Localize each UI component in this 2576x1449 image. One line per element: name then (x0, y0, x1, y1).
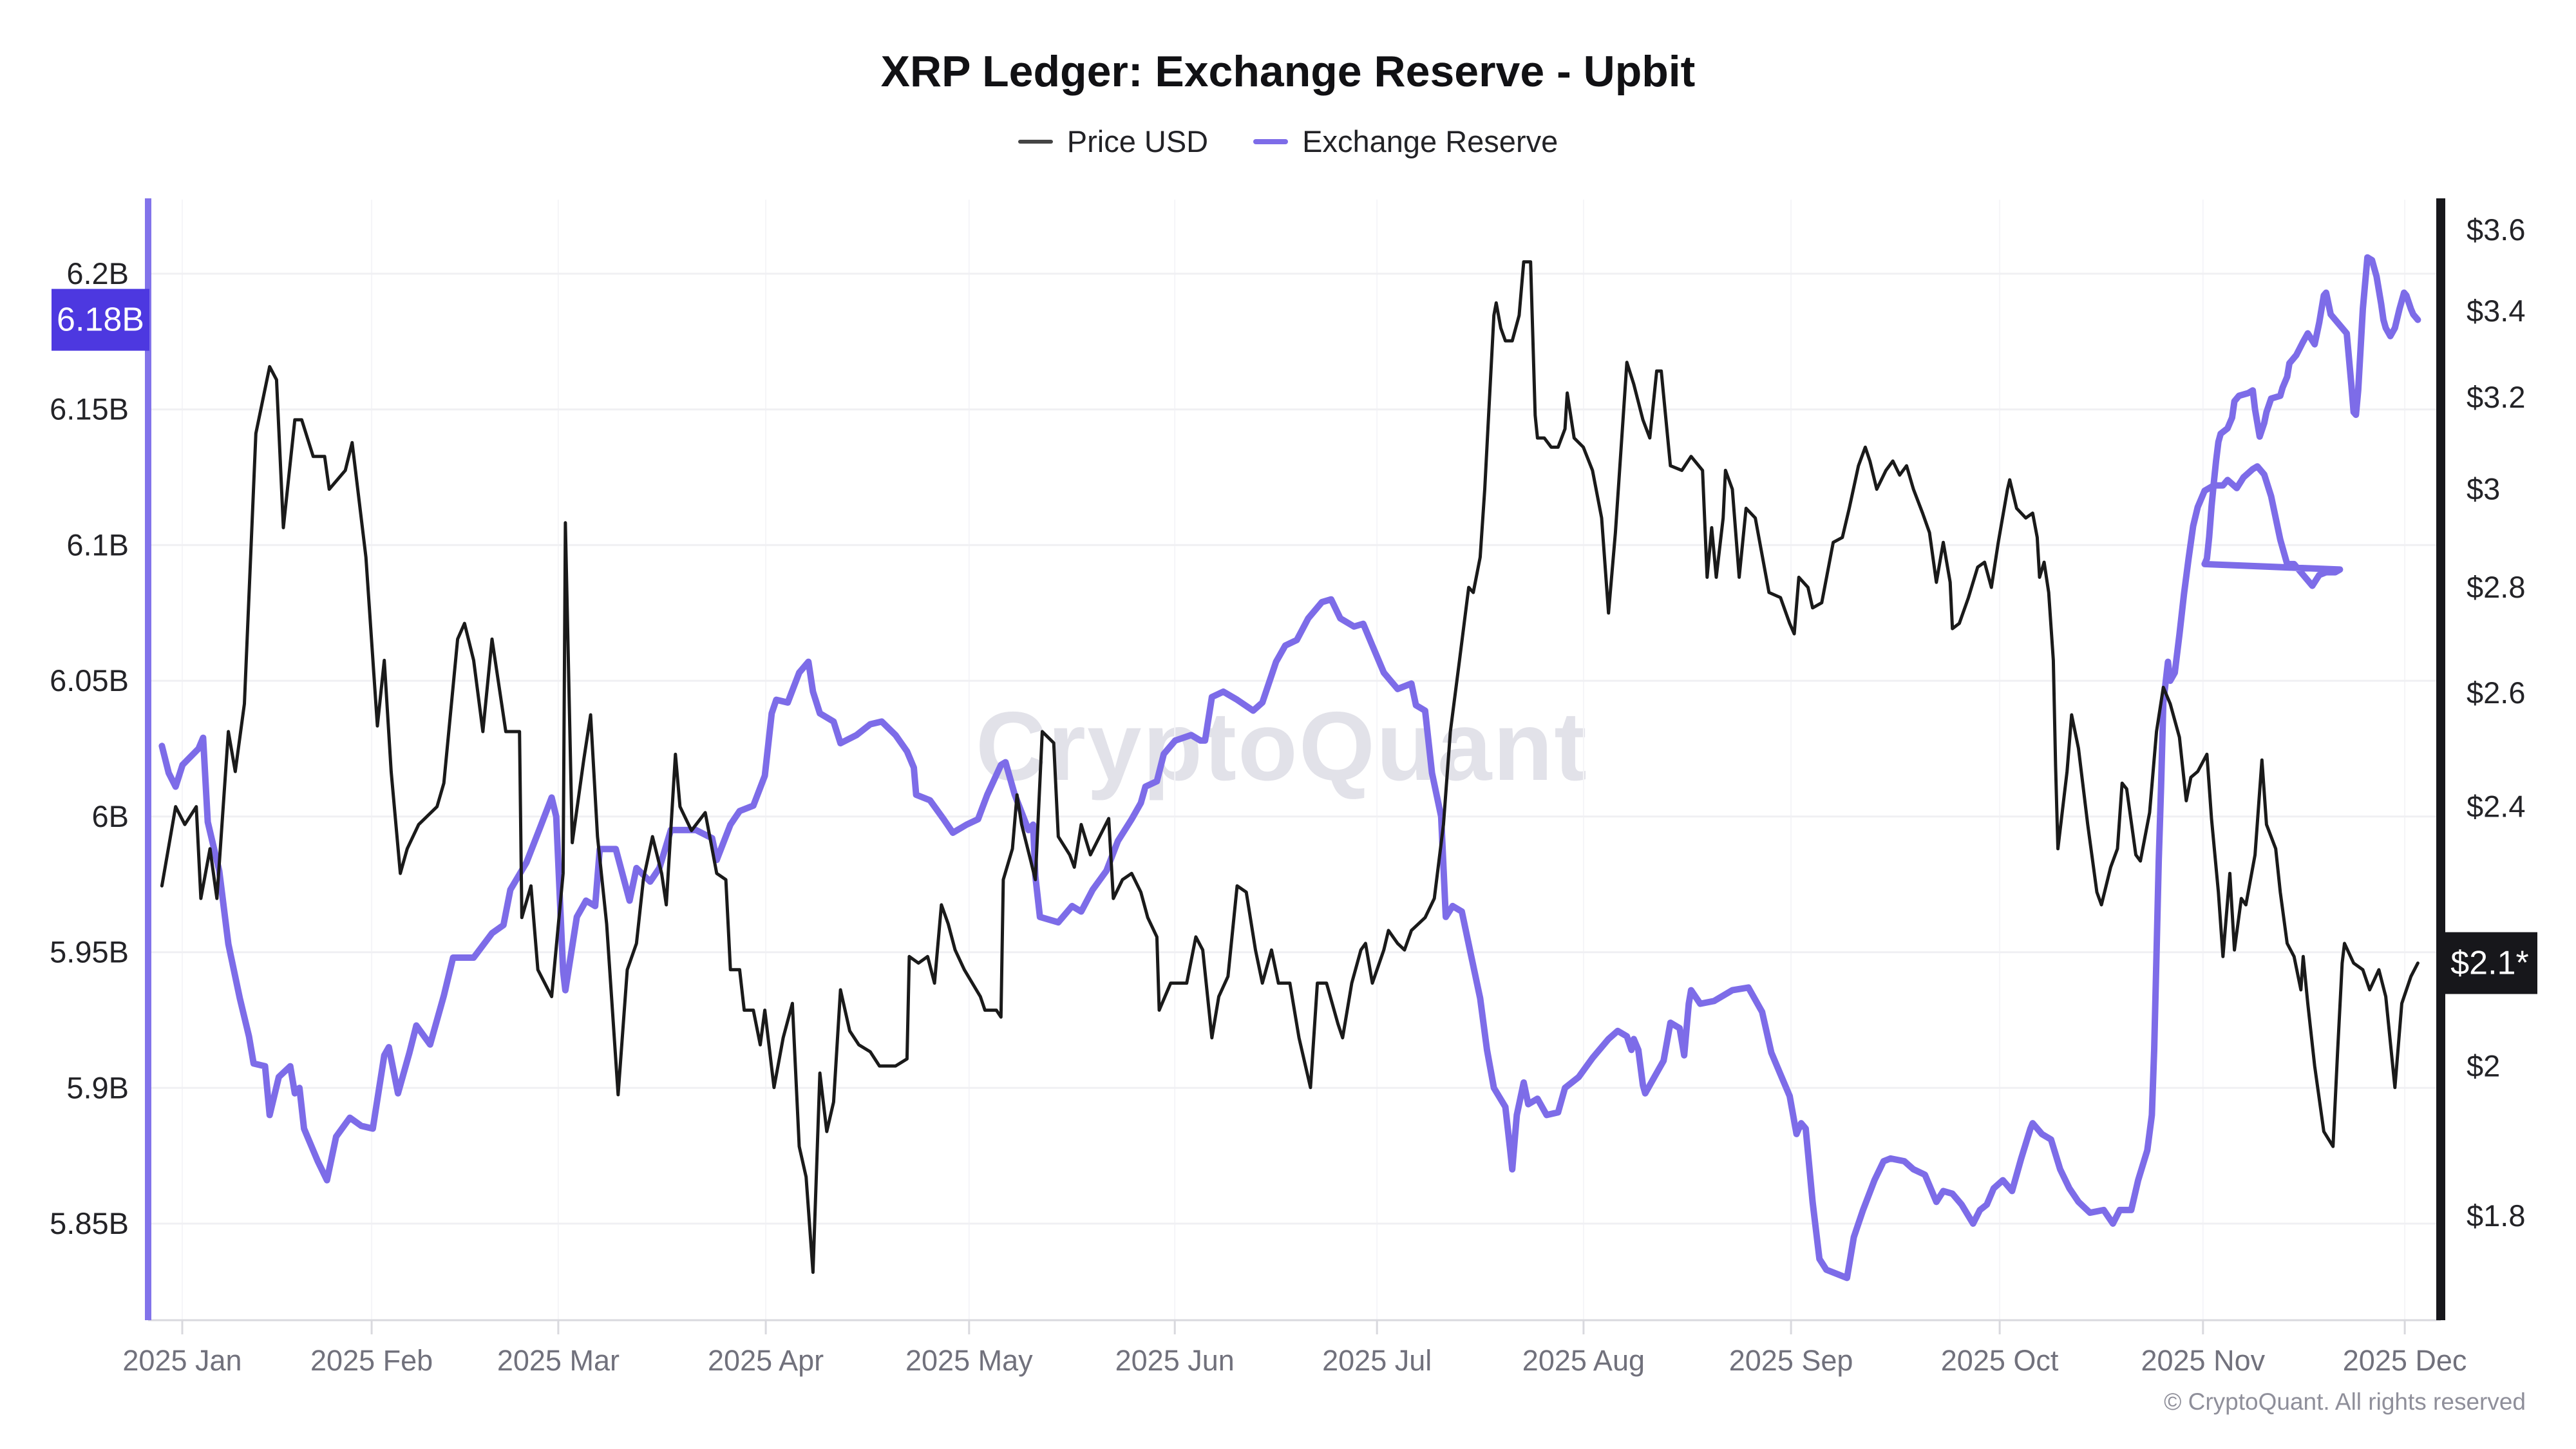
price-line[interactable] (160, 260, 2420, 1274)
x-axis-month-label: 2025 Aug (1522, 1344, 1645, 1377)
x-axis-month-label: 2025 May (905, 1344, 1033, 1377)
y-axis-left-label: 6.2B (66, 256, 129, 290)
copyright-notice: © CryptoQuant. All rights reserved (2164, 1388, 2526, 1415)
x-axis-month-label: 2025 Jan (122, 1344, 242, 1377)
y-axis-right-label: $3.2 (2467, 380, 2525, 414)
reserve-line-swatch-icon (1253, 138, 1289, 144)
legend-item-price[interactable]: Price USD (1018, 124, 1208, 159)
price-last-badge: $2.1* (2442, 932, 2537, 994)
chart-legend: Price USD Exchange Reserve (0, 124, 2576, 159)
x-axis-month-label: 2025 Jun (1115, 1344, 1235, 1377)
y-axis-right-label: $2.4 (2467, 790, 2525, 824)
y-axis-left-label: 6.15B (50, 392, 129, 426)
x-axis-month-label: 2025 Mar (497, 1344, 620, 1377)
y-axis-right-label: $3.6 (2467, 213, 2525, 247)
svg-text:$2.1*: $2.1* (2450, 945, 2528, 982)
price-line-swatch-icon (1018, 139, 1053, 144)
svg-text:6.18B: 6.18B (57, 301, 144, 339)
y-axis-right-label: $3.4 (2467, 294, 2525, 328)
y-axis-left-label: 6.05B (50, 663, 129, 697)
reserve-last-badge: 6.18B (52, 289, 149, 351)
x-axis-month-label: 2025 Apr (708, 1344, 824, 1377)
x-axis-month-label: 2025 Oct (1941, 1344, 2059, 1377)
y-axis-left-label: 5.85B (50, 1206, 129, 1240)
x-axis-month-label: 2025 Sep (1729, 1344, 1853, 1377)
y-axis-right-label: $3 (2467, 472, 2500, 506)
y-axis-left-label: 6.1B (66, 527, 129, 562)
legend-item-reserve[interactable]: Exchange Reserve (1253, 124, 1558, 159)
y-axis-right-label: $2.6 (2467, 676, 2525, 710)
x-axis-month-label: 2025 Feb (310, 1344, 433, 1377)
x-axis-month-label: 2025 Dec (2343, 1344, 2467, 1377)
y-axis-left-label: 6B (92, 799, 129, 833)
y-axis-right-label: $1.8 (2467, 1198, 2525, 1233)
legend-label-price: Price USD (1066, 124, 1209, 158)
y-axis-left-label: 5.95B (50, 935, 129, 969)
y-axis-right-label: $2 (2467, 1048, 2500, 1083)
legend-label-reserve: Exchange Reserve (1302, 124, 1558, 158)
x-axis-month-label: 2025 Nov (2141, 1344, 2265, 1377)
y-axis-left-label: 5.9B (66, 1070, 129, 1104)
chart-title: XRP Ledger: Exchange Reserve - Upbit (880, 47, 1696, 96)
cryptoquant-watermark: CryptoQuant (976, 692, 1588, 801)
reserve-line[interactable] (158, 254, 2421, 1282)
x-axis-month-label: 2025 Jul (1322, 1344, 1432, 1377)
y-axis-right-label: $2.8 (2467, 570, 2525, 604)
